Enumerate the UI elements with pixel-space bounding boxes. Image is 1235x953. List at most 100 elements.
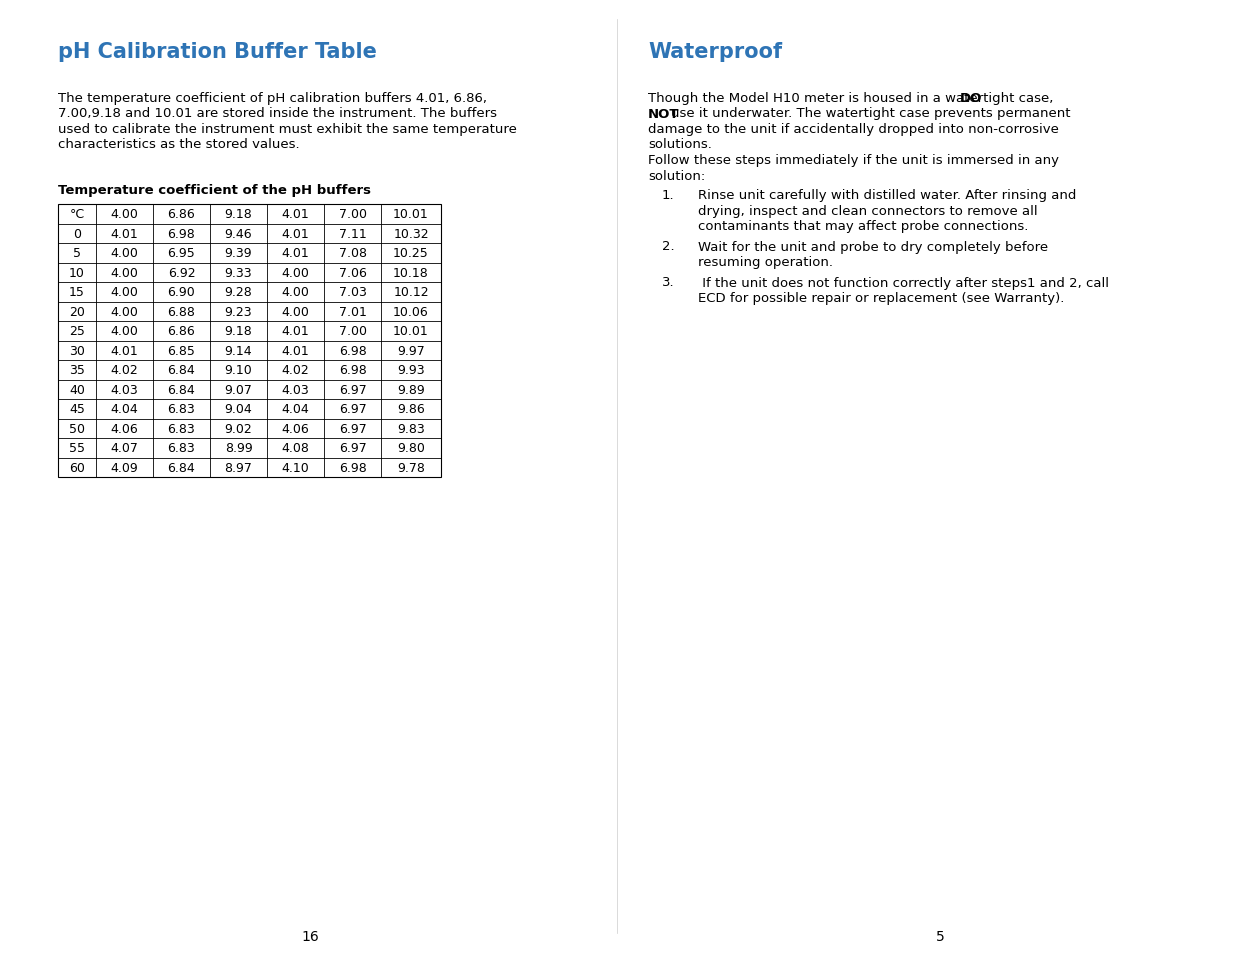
Text: 8.99: 8.99 [225,442,252,455]
Text: 4.01: 4.01 [282,228,310,240]
Text: 9.78: 9.78 [398,461,425,475]
Text: solutions.: solutions. [648,138,711,152]
Text: 4.01: 4.01 [282,325,310,338]
Text: 4.10: 4.10 [282,461,310,475]
Text: 7.00: 7.00 [338,325,367,338]
Text: 9.18: 9.18 [225,325,252,338]
Text: 1.: 1. [662,189,674,202]
Text: 4.00: 4.00 [282,267,310,279]
Text: 9.46: 9.46 [225,228,252,240]
Text: 6.83: 6.83 [168,403,195,416]
Text: 6.84: 6.84 [168,461,195,475]
Text: 10.12: 10.12 [393,286,429,299]
Text: 4.00: 4.00 [111,267,138,279]
Text: 4.01: 4.01 [111,228,138,240]
Text: 10: 10 [69,267,85,279]
Text: solution:: solution: [648,170,705,182]
Text: 6.98: 6.98 [338,344,367,357]
Text: 3.: 3. [662,276,674,289]
Text: 6.97: 6.97 [338,442,367,455]
Text: 9.10: 9.10 [225,364,252,376]
Text: Rinse unit carefully with distilled water. After rinsing and: Rinse unit carefully with distilled wate… [698,189,1077,202]
Text: 4.01: 4.01 [111,344,138,357]
Text: 4.06: 4.06 [111,422,138,436]
Text: 6.85: 6.85 [168,344,195,357]
Text: characteristics as the stored values.: characteristics as the stored values. [58,138,300,152]
Text: drying, inspect and clean connectors to remove all: drying, inspect and clean connectors to … [698,204,1037,217]
Text: 60: 60 [69,461,85,475]
Text: 55: 55 [69,442,85,455]
Text: 6.92: 6.92 [168,267,195,279]
Bar [58,205,441,477]
Text: 6.97: 6.97 [338,422,367,436]
Text: 4.00: 4.00 [111,208,138,221]
Text: 4.01: 4.01 [282,247,310,260]
Text: 4.02: 4.02 [282,364,310,376]
Text: 9.89: 9.89 [398,383,425,396]
Text: 9.80: 9.80 [398,442,425,455]
Text: 9.04: 9.04 [225,403,252,416]
Text: 16: 16 [301,929,319,943]
Text: DO: DO [960,91,982,105]
Text: The temperature coefficient of pH calibration buffers 4.01, 6.86,: The temperature coefficient of pH calibr… [58,91,487,105]
Text: 4.00: 4.00 [111,247,138,260]
Text: 45: 45 [69,403,85,416]
Text: 9.86: 9.86 [398,403,425,416]
Text: 4.07: 4.07 [111,442,138,455]
Text: 4.00: 4.00 [111,305,138,318]
Text: 4.00: 4.00 [282,286,310,299]
Text: 35: 35 [69,364,85,376]
Text: 6.84: 6.84 [168,383,195,396]
Text: 7.01: 7.01 [338,305,367,318]
Text: 25: 25 [69,325,85,338]
Text: 9.93: 9.93 [398,364,425,376]
Text: 4.00: 4.00 [111,286,138,299]
Text: 5: 5 [936,929,945,943]
Text: 4.03: 4.03 [111,383,138,396]
Text: 6.98: 6.98 [338,364,367,376]
Text: 30: 30 [69,344,85,357]
Text: 7.00,9.18 and 10.01 are stored inside the instrument. The buffers: 7.00,9.18 and 10.01 are stored inside th… [58,108,496,120]
Text: 6.98: 6.98 [338,461,367,475]
Text: Waterproof: Waterproof [648,42,782,62]
Text: °C: °C [69,208,84,221]
Text: 10.01: 10.01 [393,208,429,221]
Text: 6.86: 6.86 [168,208,195,221]
Text: 9.83: 9.83 [398,422,425,436]
Text: 10.01: 10.01 [393,325,429,338]
Text: 6.97: 6.97 [338,383,367,396]
Text: Wait for the unit and probe to dry completely before: Wait for the unit and probe to dry compl… [698,240,1049,253]
Text: resuming operation.: resuming operation. [698,255,832,269]
Text: contaminants that may affect probe connections.: contaminants that may affect probe conne… [698,220,1029,233]
Text: 4.04: 4.04 [282,403,310,416]
Text: 4.01: 4.01 [282,344,310,357]
Text: NOT: NOT [648,108,679,120]
Text: 4.00: 4.00 [111,325,138,338]
Text: 9.33: 9.33 [225,267,252,279]
Text: 4.00: 4.00 [282,305,310,318]
Text: 10.18: 10.18 [393,267,429,279]
Text: Follow these steps immediately if the unit is immersed in any: Follow these steps immediately if the un… [648,153,1058,167]
Text: 7.00: 7.00 [338,208,367,221]
Text: 6.97: 6.97 [338,403,367,416]
Text: 9.28: 9.28 [225,286,252,299]
Text: 6.84: 6.84 [168,364,195,376]
Text: 10.06: 10.06 [393,305,429,318]
Text: 9.14: 9.14 [225,344,252,357]
Text: used to calibrate the instrument must exhibit the same temperature: used to calibrate the instrument must ex… [58,123,517,136]
Text: 9.39: 9.39 [225,247,252,260]
Text: 4.09: 4.09 [111,461,138,475]
Text: 7.03: 7.03 [338,286,367,299]
Text: 9.18: 9.18 [225,208,252,221]
Text: 10.32: 10.32 [393,228,429,240]
Text: 5: 5 [73,247,82,260]
Text: If the unit does not function correctly after steps1 and 2, call: If the unit does not function correctly … [698,276,1109,289]
Text: 6.83: 6.83 [168,422,195,436]
Text: Temperature coefficient of the pH buffers: Temperature coefficient of the pH buffer… [58,184,370,196]
Text: 6.98: 6.98 [168,228,195,240]
Text: 7.08: 7.08 [338,247,367,260]
Text: 6.90: 6.90 [168,286,195,299]
Text: 4.04: 4.04 [111,403,138,416]
Text: 4.03: 4.03 [282,383,310,396]
Text: 6.83: 6.83 [168,442,195,455]
